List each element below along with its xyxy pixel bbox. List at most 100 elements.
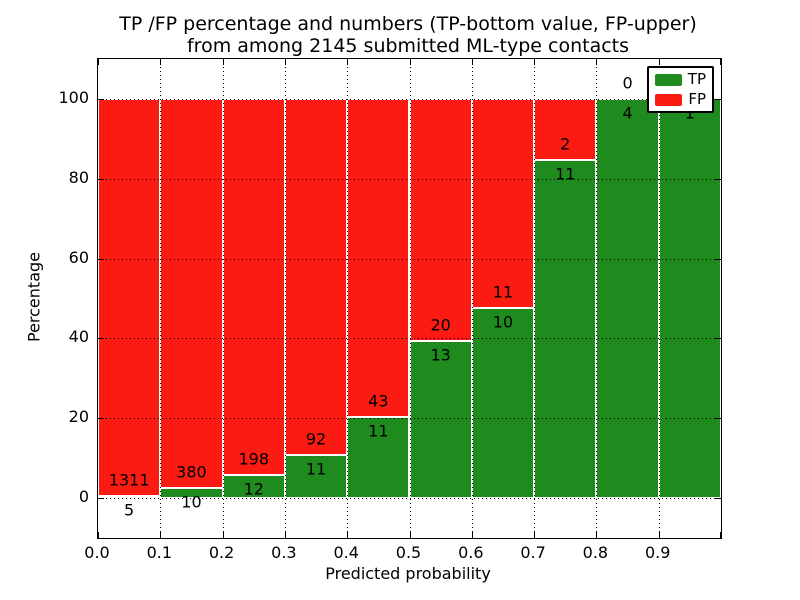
y-tick-label: 20 <box>68 407 89 427</box>
legend-label-tp: TP <box>687 70 706 88</box>
bar-segment-fp <box>160 99 223 488</box>
y-tick-label: 40 <box>68 327 89 347</box>
y-tick-mark <box>98 418 104 420</box>
fp-count-label: 2 <box>560 134 571 154</box>
x-tick-mark <box>347 59 349 65</box>
y-tick-mark <box>715 498 721 499</box>
x-tick-mark <box>284 59 286 65</box>
y-tick-mark <box>98 99 104 100</box>
x-tick-mark <box>471 59 473 65</box>
legend-label-fp: FP <box>688 90 706 108</box>
y-tick-mark <box>715 418 721 420</box>
fp-count-label: 198 <box>238 449 270 469</box>
y-tick-label: 60 <box>68 247 89 267</box>
x-tick-label: 0.6 <box>458 543 484 562</box>
x-tick-mark <box>98 59 99 65</box>
x-tick-mark <box>596 59 598 65</box>
v-gridline <box>160 59 162 538</box>
y-tick-label: 0 <box>78 487 89 506</box>
tp-count-label: 11 <box>305 459 327 479</box>
x-tick-label: 0.4 <box>333 543 359 562</box>
fp-count-label: 43 <box>368 391 389 411</box>
y-tick-label: 80 <box>68 167 89 187</box>
x-tick-mark <box>409 532 411 538</box>
tp-count-label: 5 <box>124 500 135 520</box>
bar-segment-fp <box>347 99 410 417</box>
y-tick-mark <box>715 99 721 100</box>
x-tick-label: 0.9 <box>644 543 671 562</box>
legend-swatch-fp <box>655 93 682 106</box>
chart-title-line1: TP /FP percentage and numbers (TP-bottom… <box>119 13 697 35</box>
bar-segment-fp <box>534 99 597 161</box>
fp-count-label: 1311 <box>108 470 150 490</box>
fp-count-label: 0 <box>622 73 633 93</box>
v-gridline <box>222 59 224 538</box>
x-tick-mark <box>720 59 721 65</box>
legend-swatch-tp <box>655 73 682 86</box>
bar-segment-tp <box>347 416 410 498</box>
x-tick-mark <box>160 532 162 538</box>
x-tick-mark <box>347 532 349 538</box>
plot-area: 13115380101981292114311201311102110401 <box>97 58 722 539</box>
bar-segment-tp <box>98 496 161 499</box>
x-tick-label: 0.2 <box>208 543 235 562</box>
x-tick-label: 0.5 <box>395 543 422 562</box>
y-tick-mark <box>98 258 104 260</box>
v-gridline <box>284 59 286 538</box>
bar-segment-tp <box>284 455 348 498</box>
x-tick-label: 0.1 <box>146 543 173 562</box>
bar-segment-fp <box>222 99 285 476</box>
y-tick-mark <box>715 338 721 340</box>
legend-entry: FP <box>655 90 706 108</box>
y-tick-mark <box>98 498 104 499</box>
fp-count-label: 11 <box>492 282 514 302</box>
x-tick-mark <box>596 532 598 538</box>
fp-count-label: 92 <box>305 429 327 449</box>
x-tick-mark <box>98 532 99 538</box>
x-tick-mark <box>409 59 411 65</box>
v-gridline <box>347 59 349 538</box>
y-tick-mark <box>98 338 104 340</box>
chart-title-line2: from among 2145 submitted ML-type contac… <box>186 35 630 57</box>
bar-segment-fp <box>284 99 348 456</box>
fp-count-label: 20 <box>430 315 451 335</box>
bar-segment-tp <box>534 160 597 498</box>
bar-segment-fp <box>409 99 472 341</box>
bar-segment-tp <box>471 308 535 498</box>
legend-entry: TP <box>655 70 706 88</box>
x-tick-label: 0.8 <box>582 543 609 562</box>
bar-segment-tp <box>596 99 659 498</box>
x-tick-label: 0.7 <box>520 543 546 562</box>
x-axis-label: Predicted probability <box>325 564 491 583</box>
bar-segment-fp <box>471 99 535 308</box>
tp-count-label: 4 <box>622 103 633 123</box>
y-tick-mark <box>715 178 721 180</box>
y-tick-mark <box>98 178 104 180</box>
x-tick-label: 0.3 <box>271 543 297 562</box>
fp-count-label: 380 <box>176 462 207 482</box>
v-gridline <box>596 59 598 538</box>
x-tick-mark <box>222 532 224 538</box>
legend: TP FP <box>647 66 714 113</box>
v-gridline <box>534 59 536 538</box>
x-tick-label: 0.0 <box>84 543 110 562</box>
bar-segment-tp <box>409 340 472 498</box>
x-tick-mark <box>720 532 721 538</box>
x-tick-mark <box>471 532 473 538</box>
tp-count-label: 10 <box>181 492 202 512</box>
bar-segment-fp <box>98 99 161 497</box>
v-gridline <box>658 59 660 538</box>
x-tick-mark <box>284 532 286 538</box>
x-tick-mark <box>534 532 536 538</box>
tp-count-label: 11 <box>368 421 389 441</box>
x-tick-mark <box>658 59 660 65</box>
v-gridline <box>471 59 473 538</box>
bar-segment-tp <box>658 99 721 498</box>
tp-count-label: 12 <box>243 479 264 499</box>
tp-count-label: 11 <box>555 164 576 184</box>
y-tick-mark <box>715 258 721 260</box>
tp-count-label: 1 <box>684 103 695 123</box>
x-tick-mark <box>160 59 162 65</box>
x-tick-mark <box>222 59 224 65</box>
